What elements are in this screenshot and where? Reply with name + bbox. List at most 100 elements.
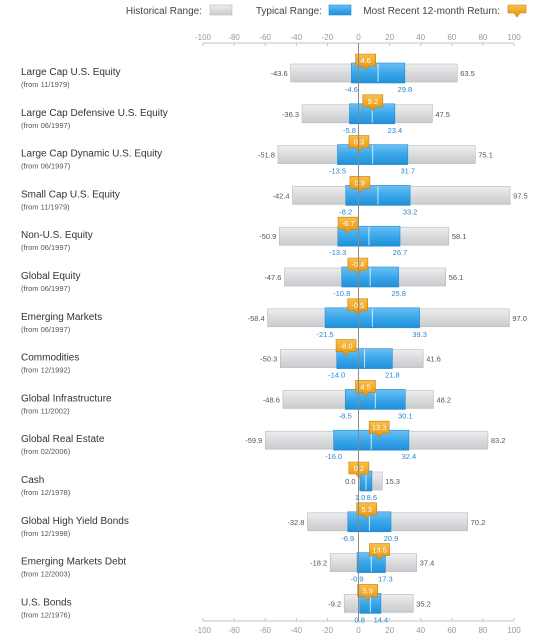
row-name-label: Global Real Estate bbox=[21, 434, 105, 445]
historical-low-label: -59.9 bbox=[245, 436, 262, 445]
chart-row: Global Infrastructure (from 11/2002) -48.6… bbox=[21, 380, 451, 420]
typical-high-label: 23.4 bbox=[388, 126, 403, 135]
row-name-label: Large Cap U.S. Equity bbox=[21, 67, 121, 78]
top-tick-label: 40 bbox=[416, 33, 425, 42]
top-tick-label: 100 bbox=[507, 33, 521, 42]
recent-return-marker bbox=[369, 543, 390, 561]
recent-return-marker bbox=[355, 53, 376, 71]
bottom-tick-label: -80 bbox=[228, 626, 240, 635]
row-name-label: Global High Yield Bonds bbox=[21, 516, 129, 527]
rows: Large Cap U.S. Equity (from 11/1979) -43.6… bbox=[21, 43, 528, 624]
legend: Historical Range: Typical Range: Most Re… bbox=[126, 4, 527, 18]
row-name-label: Commodities bbox=[21, 353, 79, 364]
chart-row: Commodities (from 12/1992) -50.3 41.6 -14.0 2… bbox=[21, 339, 441, 380]
recent-return-marker bbox=[356, 502, 378, 520]
typical-low-label: -8.2 bbox=[339, 207, 352, 216]
typical-low-label: -13.3 bbox=[329, 248, 346, 257]
historical-low-label: -58.4 bbox=[248, 314, 265, 323]
chart-row: Large Cap Dynamic U.S. Equity (from 06/19… bbox=[21, 135, 493, 176]
row-since-label: (from 06/1997) bbox=[21, 121, 71, 130]
legend-historical-swatch bbox=[209, 4, 233, 16]
legend-recent-swatch bbox=[507, 4, 527, 18]
chart-row: U.S. Bonds (from 12/1976) -9.2 35.2 0.8 14.4 5… bbox=[21, 584, 431, 624]
recent-return-label: -0.5 bbox=[351, 301, 364, 310]
historical-high-label: 37.4 bbox=[420, 559, 435, 568]
typical-high-label: 39.3 bbox=[412, 330, 427, 339]
historical-high-label: 63.5 bbox=[460, 69, 475, 78]
recent-return-marker bbox=[368, 420, 390, 438]
recent-return-label: 5.9 bbox=[362, 586, 372, 595]
row-since-label: (from 12/1992) bbox=[21, 366, 71, 375]
row-name-label: Emerging Markets bbox=[21, 312, 102, 323]
row-name-label: Emerging Markets Debt bbox=[21, 557, 126, 568]
top-tick-label: 60 bbox=[447, 33, 456, 42]
historical-low-label: -50.9 bbox=[259, 232, 276, 241]
typical-high-label: 29.8 bbox=[398, 85, 413, 94]
typical-low-label: -16.0 bbox=[325, 452, 342, 461]
row-name-label: Large Cap Defensive U.S. Equity bbox=[21, 108, 168, 119]
historical-low-label: -51.8 bbox=[258, 151, 275, 160]
chart-row: Small Cap U.S. Equity (from 11/1979) -42.4… bbox=[21, 176, 528, 216]
recent-return-label: -8.0 bbox=[340, 342, 353, 351]
top-tick-label: 0 bbox=[356, 33, 361, 42]
chart-row: Global Real Estate (from 02/2006) -59.9 83.… bbox=[21, 420, 505, 461]
chart-row: Non-U.S. Equity (from 06/1997) -50.9 58.1 -1… bbox=[21, 216, 467, 257]
historical-high-label: 41.6 bbox=[426, 355, 441, 364]
typical-low-label: -4.6 bbox=[345, 85, 358, 94]
row-since-label: (from 12/1978) bbox=[21, 488, 71, 497]
recent-return-label: 4.6 bbox=[360, 56, 370, 65]
recent-return-label: 9.2 bbox=[368, 97, 378, 106]
row-name-label: Global Equity bbox=[21, 271, 80, 282]
historical-low-label: -18.2 bbox=[310, 559, 327, 568]
top-tick-label: -80 bbox=[228, 33, 240, 42]
row-name-label: U.S. Bonds bbox=[21, 597, 72, 608]
row-since-label: (from 06/1997) bbox=[21, 162, 71, 171]
row-since-label: (from 06/1997) bbox=[21, 325, 71, 334]
row-name-label: Global Infrastructure bbox=[21, 393, 112, 404]
historical-high-label: 48.2 bbox=[436, 395, 451, 404]
recent-return-marker bbox=[362, 94, 384, 112]
row-name-label: Small Cap U.S. Equity bbox=[21, 189, 120, 200]
row-since-label: (from 06/1997) bbox=[21, 243, 71, 252]
typical-high-label: 31.7 bbox=[400, 167, 415, 176]
historical-high-label: 58.1 bbox=[452, 232, 467, 241]
bottom-tick-label: 0 bbox=[356, 626, 361, 635]
row-since-label: (from 11/1979) bbox=[21, 80, 70, 89]
historical-low-label: 0.0 bbox=[345, 477, 355, 486]
recent-return-label: 13.5 bbox=[372, 546, 387, 555]
typical-high-label: 8.6 bbox=[367, 493, 377, 502]
bottom-tick-label: 40 bbox=[416, 626, 425, 635]
typical-high-label: 17.3 bbox=[378, 575, 393, 584]
row-since-label: (from 02/2006) bbox=[21, 447, 71, 456]
historical-high-label: 35.2 bbox=[416, 599, 431, 608]
historical-high-label: 97.0 bbox=[512, 314, 527, 323]
row-since-label: (from 12/1998) bbox=[21, 529, 71, 538]
row-since-label: (from 12/1976) bbox=[21, 610, 71, 619]
typical-high-label: 14.4 bbox=[374, 615, 389, 624]
typical-low-label: 1.0 bbox=[355, 493, 365, 502]
recent-return-marker bbox=[347, 298, 369, 316]
row-since-label: (from 11/1979) bbox=[21, 202, 70, 211]
top-tick-label: 20 bbox=[385, 33, 394, 42]
historical-low-label: -43.6 bbox=[271, 69, 288, 78]
typical-high-label: 21.8 bbox=[385, 371, 400, 380]
chart-row: Global Equity (from 06/1997) -47.6 56.1 -10.… bbox=[21, 257, 464, 298]
bottom-tick-label: -60 bbox=[259, 626, 271, 635]
legend-recent-label: Most Recent 12-month Return: bbox=[363, 6, 500, 17]
typical-high-label: 25.8 bbox=[391, 289, 406, 298]
recent-return-label: 5.3 bbox=[362, 505, 372, 514]
historical-high-label: 56.1 bbox=[449, 273, 464, 282]
typical-low-label: -14.0 bbox=[328, 371, 345, 380]
typical-low-label: -10.8 bbox=[333, 289, 350, 298]
chart-row: Emerging Markets (from 06/1997) -58.4 97.0 -… bbox=[21, 298, 527, 339]
legend-typical-label: Typical Range: bbox=[256, 6, 322, 17]
historical-high-label: 70.2 bbox=[471, 518, 486, 527]
historical-low-label: -50.3 bbox=[260, 355, 277, 364]
row-name-label: Cash bbox=[21, 475, 44, 486]
typical-high-label: 33.2 bbox=[403, 207, 418, 216]
recent-return-marker bbox=[335, 339, 357, 357]
chart-row: Global High Yield Bonds (from 12/1998) -32… bbox=[21, 502, 486, 543]
bottom-tick-label: -40 bbox=[291, 626, 303, 635]
historical-low-label: -48.6 bbox=[263, 395, 280, 404]
